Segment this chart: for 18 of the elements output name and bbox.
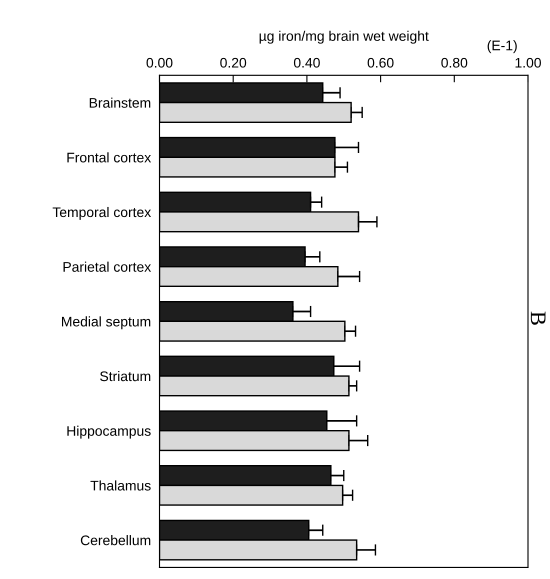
x-tick-label: 0.00 bbox=[146, 58, 172, 68]
y-tick-label: Frontal cortex bbox=[67, 152, 152, 162]
y-tick-label: Thalamus bbox=[90, 480, 151, 491]
text: (E-1) bbox=[488, 40, 517, 54]
y-tick-label: Temporal cortex bbox=[52, 206, 152, 220]
y-tick-label: Striatum bbox=[100, 370, 150, 382]
y-tick-label: Medial septum bbox=[62, 316, 150, 330]
x-tick-label: 0.40 bbox=[294, 58, 320, 68]
y-tick-label: Brainstem bbox=[90, 98, 150, 108]
y-tick-label: Hippocampus bbox=[67, 426, 151, 439]
x-axis-title: µg iron/mg brain wet weight bbox=[260, 30, 429, 44]
text: B bbox=[530, 312, 546, 325]
x-tick-label: 0.80 bbox=[441, 58, 468, 68]
x-tick-label: 0.20 bbox=[220, 58, 246, 68]
y-tick-label: Parietal cortex bbox=[64, 262, 152, 272]
x-tick-label: 1.00 bbox=[516, 58, 541, 68]
x-tick-label: 0.60 bbox=[368, 58, 394, 68]
y-tick-label: Cerebellum bbox=[80, 535, 150, 546]
